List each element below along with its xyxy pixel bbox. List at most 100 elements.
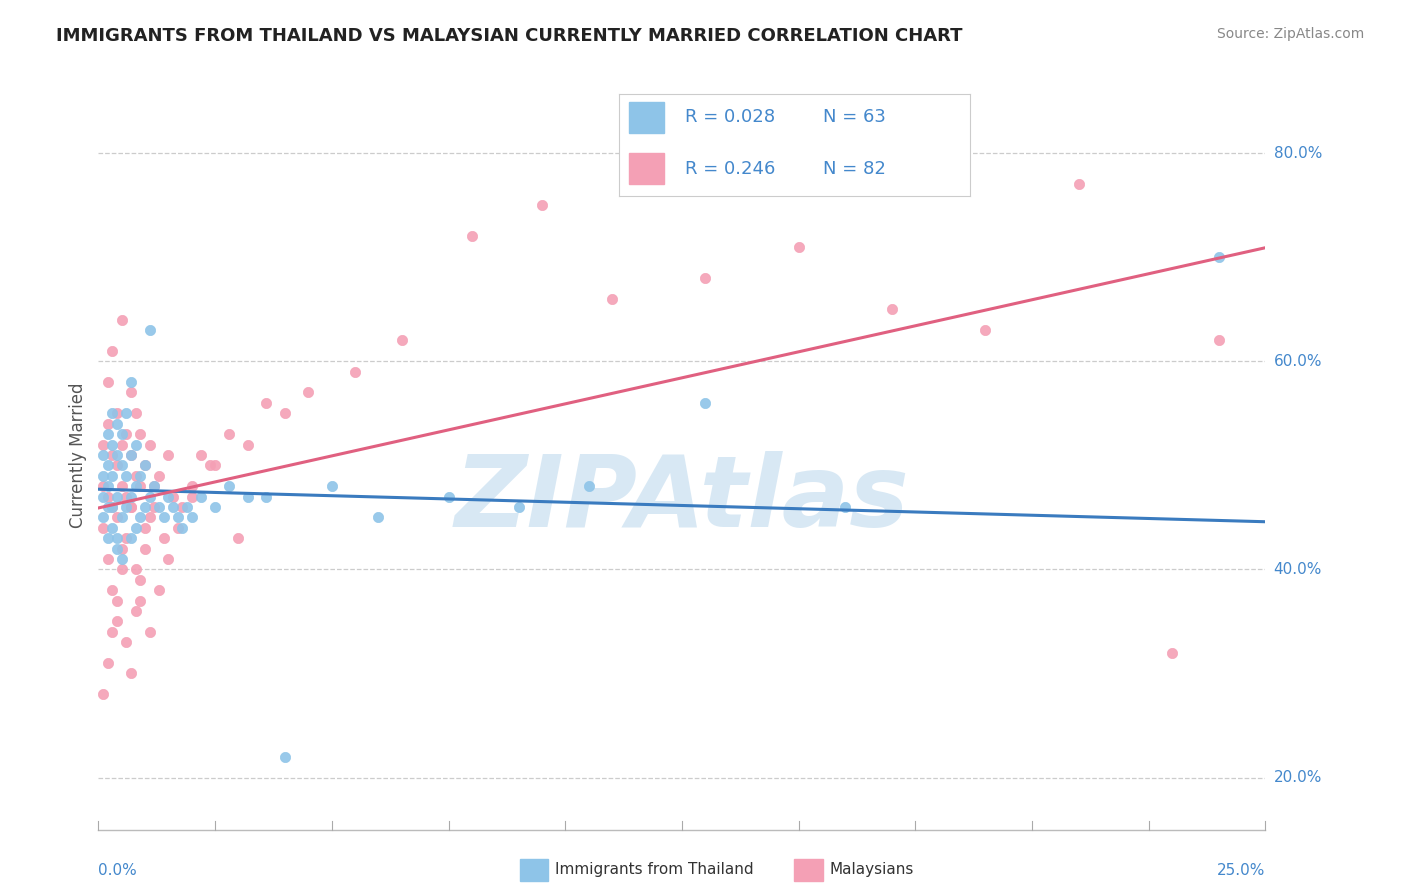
Point bbox=[148, 500, 170, 514]
Point bbox=[236, 490, 259, 504]
Point bbox=[134, 500, 156, 514]
Point bbox=[180, 490, 202, 504]
Text: Immigrants from Thailand: Immigrants from Thailand bbox=[555, 863, 754, 877]
Point bbox=[101, 521, 124, 535]
Bar bbox=[630, 102, 664, 133]
Text: 20.0%: 20.0% bbox=[1274, 770, 1322, 785]
Point bbox=[129, 593, 152, 607]
Point bbox=[437, 490, 460, 504]
Point bbox=[91, 521, 114, 535]
Text: R = 0.028: R = 0.028 bbox=[686, 108, 776, 127]
Point bbox=[129, 573, 152, 587]
Point bbox=[139, 323, 162, 337]
Point bbox=[97, 656, 120, 670]
Point bbox=[344, 365, 367, 379]
Point bbox=[134, 458, 156, 473]
Point bbox=[129, 427, 152, 442]
Point bbox=[115, 500, 138, 514]
Point bbox=[125, 562, 148, 576]
Point bbox=[120, 448, 142, 462]
Point bbox=[204, 500, 226, 514]
Point bbox=[152, 531, 174, 545]
Point bbox=[166, 521, 188, 535]
Point bbox=[143, 500, 166, 514]
Text: IMMIGRANTS FROM THAILAND VS MALAYSIAN CURRENTLY MARRIED CORRELATION CHART: IMMIGRANTS FROM THAILAND VS MALAYSIAN CU… bbox=[56, 27, 963, 45]
Point bbox=[120, 500, 142, 514]
Point bbox=[115, 427, 138, 442]
Point bbox=[115, 531, 138, 545]
Point bbox=[218, 427, 240, 442]
Point bbox=[218, 479, 240, 493]
Point bbox=[111, 437, 134, 451]
Point bbox=[120, 385, 142, 400]
Point bbox=[91, 490, 114, 504]
Text: 40.0%: 40.0% bbox=[1274, 562, 1322, 577]
Point bbox=[143, 479, 166, 493]
Point bbox=[180, 510, 202, 524]
Point bbox=[787, 240, 810, 254]
Point bbox=[101, 448, 124, 462]
Point bbox=[101, 406, 124, 420]
Point bbox=[97, 375, 120, 389]
Point bbox=[105, 448, 128, 462]
Point bbox=[97, 458, 120, 473]
Point bbox=[111, 479, 134, 493]
Point bbox=[101, 468, 124, 483]
Point bbox=[105, 593, 128, 607]
Point bbox=[125, 479, 148, 493]
Point bbox=[321, 479, 343, 493]
Bar bbox=[630, 153, 664, 184]
Point bbox=[256, 396, 278, 410]
Point bbox=[105, 510, 128, 524]
Point bbox=[139, 624, 162, 639]
Point bbox=[162, 500, 184, 514]
Point bbox=[148, 583, 170, 598]
Text: Source: ZipAtlas.com: Source: ZipAtlas.com bbox=[1216, 27, 1364, 41]
Point bbox=[228, 531, 250, 545]
Point bbox=[134, 521, 156, 535]
Point bbox=[125, 468, 148, 483]
Point bbox=[157, 448, 180, 462]
Point bbox=[91, 687, 114, 701]
Point bbox=[111, 562, 134, 576]
Point bbox=[600, 292, 623, 306]
Point bbox=[1208, 250, 1230, 264]
Point bbox=[91, 510, 114, 524]
Point bbox=[120, 500, 142, 514]
Point bbox=[115, 468, 138, 483]
Point bbox=[105, 490, 128, 504]
Point bbox=[91, 437, 114, 451]
Point bbox=[391, 334, 413, 348]
Point bbox=[180, 479, 202, 493]
Point bbox=[97, 531, 120, 545]
Point bbox=[297, 385, 319, 400]
Point bbox=[129, 510, 152, 524]
Point bbox=[152, 510, 174, 524]
Point bbox=[105, 615, 128, 629]
Point bbox=[120, 531, 142, 545]
Text: R = 0.246: R = 0.246 bbox=[686, 160, 776, 178]
Point bbox=[101, 437, 124, 451]
Point bbox=[530, 198, 553, 212]
Point bbox=[101, 500, 124, 514]
Point bbox=[1208, 334, 1230, 348]
Point bbox=[200, 458, 222, 473]
Point bbox=[105, 531, 128, 545]
Point bbox=[97, 427, 120, 442]
Point bbox=[508, 500, 530, 514]
Point bbox=[111, 510, 134, 524]
Text: N = 63: N = 63 bbox=[823, 108, 886, 127]
Point bbox=[139, 437, 162, 451]
Point bbox=[105, 406, 128, 420]
Point bbox=[120, 448, 142, 462]
Point bbox=[111, 427, 134, 442]
Text: 80.0%: 80.0% bbox=[1274, 145, 1322, 161]
Point bbox=[176, 500, 198, 514]
Point bbox=[880, 302, 903, 317]
Point bbox=[111, 458, 134, 473]
Point bbox=[125, 406, 148, 420]
Point bbox=[97, 500, 120, 514]
Point bbox=[172, 521, 194, 535]
Point bbox=[120, 666, 142, 681]
Point bbox=[120, 490, 142, 504]
